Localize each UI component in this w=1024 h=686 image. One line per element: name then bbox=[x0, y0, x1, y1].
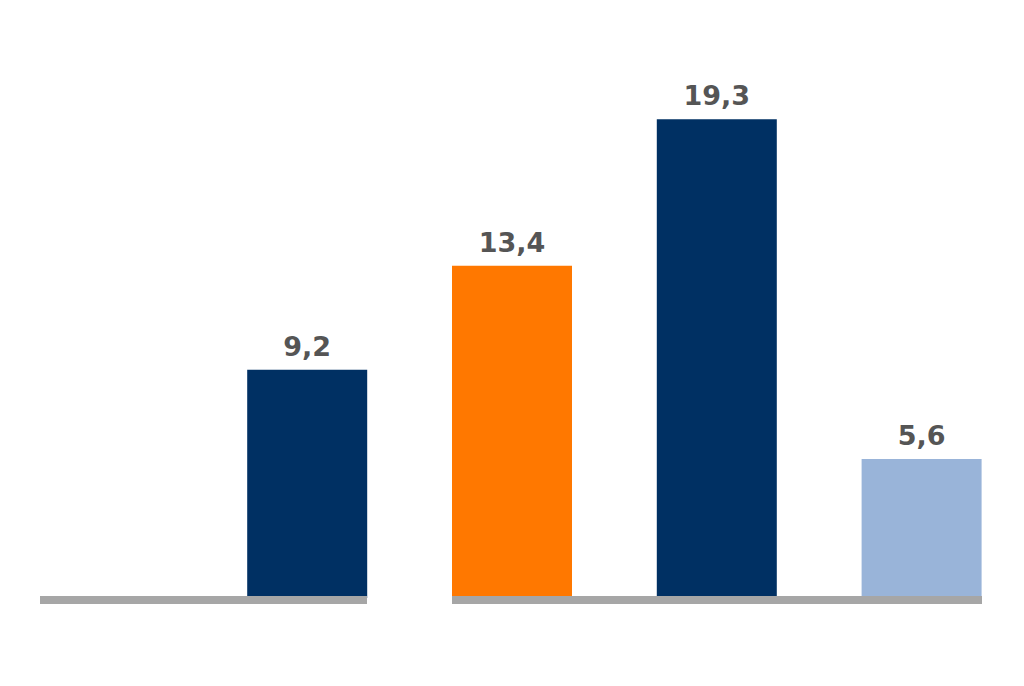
svg-text:13,4: 13,4 bbox=[479, 227, 546, 258]
svg-text:19,3: 19,3 bbox=[683, 80, 750, 111]
svg-text:5,6: 5,6 bbox=[898, 420, 946, 451]
svg-text:9,2: 9,2 bbox=[283, 331, 331, 362]
